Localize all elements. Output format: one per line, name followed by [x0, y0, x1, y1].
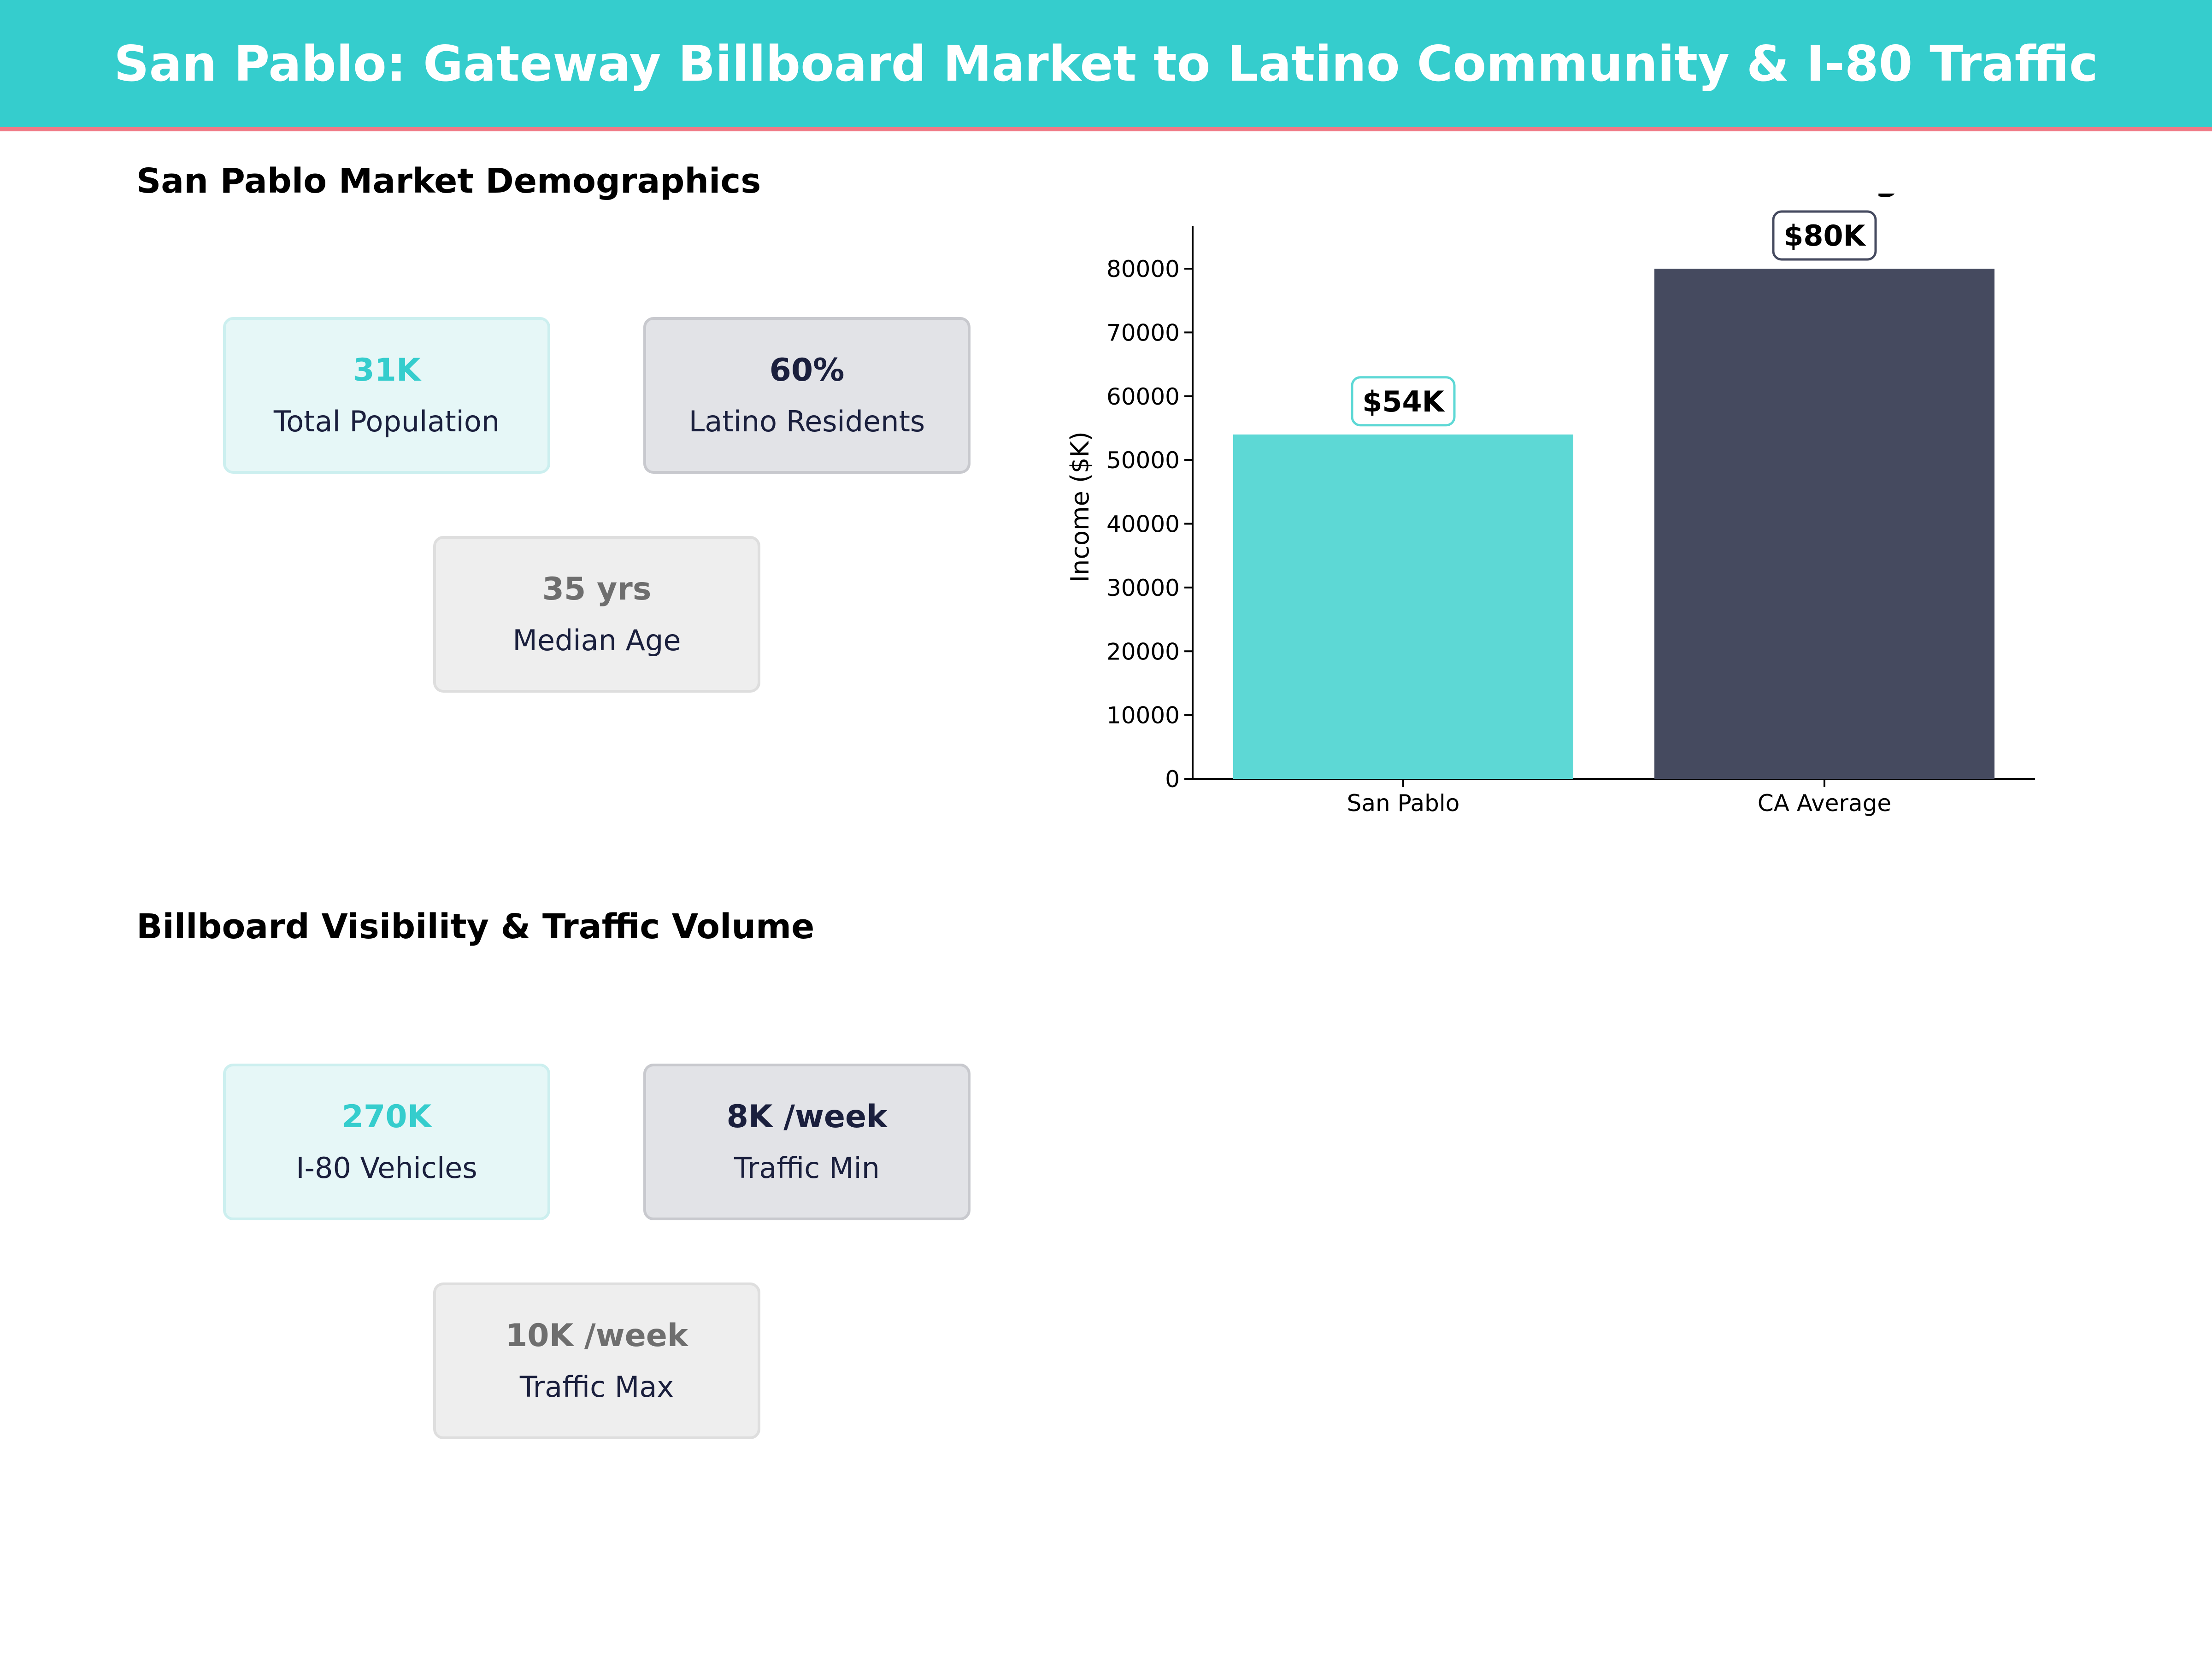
bar-san-pablo: [1233, 434, 1573, 779]
header-banner: San Pablo: Gateway Billboard Market to L…: [0, 0, 2212, 131]
y-tick-label: 30000: [1106, 575, 1180, 601]
data-label: $54K: [1362, 385, 1445, 418]
traffic-max-label: Traffic Max: [519, 1370, 674, 1404]
y-tick-label: 70000: [1106, 319, 1180, 346]
data-label: $80K: [1783, 219, 1866, 253]
traffic-min-label: Traffic Min: [734, 1151, 880, 1185]
latino-residents-value: 60%: [769, 352, 845, 388]
page-title: San Pablo: Gateway Billboard Market to L…: [114, 35, 2098, 92]
y-tick-label: 40000: [1106, 511, 1180, 538]
i80-vehicles-label: I-80 Vehicles: [296, 1151, 477, 1185]
population-card: 31K Total Population: [223, 317, 550, 474]
population-value: 31K: [353, 352, 421, 388]
data-label-box: [1351, 376, 1456, 427]
x-tick-label: San Pablo: [1347, 790, 1460, 817]
traffic-min-card: 8K /week Traffic Min: [643, 1064, 971, 1220]
y-tick-label: 50000: [1106, 447, 1180, 474]
traffic-max-card: 10K /week Traffic Max: [433, 1282, 760, 1439]
y-tick-label: 0: [1165, 766, 1180, 793]
y-tick-label: 10000: [1106, 702, 1180, 729]
i80-vehicles-card: 270K I-80 Vehicles: [223, 1064, 550, 1220]
income-bar-chart: Income Profile vs State Average 0 10000 200…: [1065, 194, 2035, 817]
y-axis-label: Income ($K): [1065, 431, 1094, 582]
latino-residents-card: 60% Latino Residents: [643, 317, 971, 474]
data-label-box: [1772, 210, 1877, 261]
median-age-label: Median Age: [512, 624, 681, 657]
y-tick-label: 60000: [1106, 383, 1180, 410]
x-tick-label: CA Average: [1758, 790, 1891, 817]
median-age-value: 35 yrs: [542, 571, 652, 607]
chart-title: Income Profile vs State Average: [1306, 194, 1922, 198]
y-tick-label: 20000: [1106, 638, 1180, 665]
traffic-min-value: 8K /week: [726, 1099, 888, 1135]
bar-ca-average: [1654, 269, 1994, 779]
population-label: Total Population: [273, 405, 500, 438]
i80-vehicles-value: 270K: [341, 1099, 432, 1135]
y-tick-label: 80000: [1106, 256, 1180, 282]
latino-residents-label: Latino Residents: [688, 405, 925, 438]
traffic-title: Billboard Visibility & Traffic Volume: [136, 907, 815, 947]
median-age-card: 35 yrs Median Age: [433, 536, 760, 693]
traffic-max-value: 10K /week: [505, 1318, 688, 1354]
demographics-title: San Pablo Market Demographics: [136, 161, 761, 201]
